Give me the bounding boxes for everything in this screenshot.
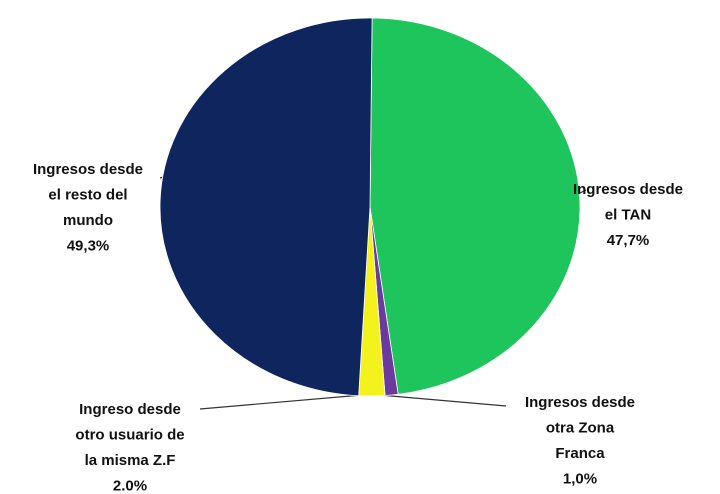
slice-label: el resto del [48,186,127,203]
pie-slice [159,17,373,397]
value-label: 2.0% [113,477,147,494]
value-label: 1,0% [563,470,597,487]
slice-label: Ingresos desde [33,161,143,178]
slice-label: Ingreso desde [79,401,181,418]
pie-slice [369,17,581,395]
slice-label: otra Zona [546,419,615,436]
slice-label: el TAN [605,206,651,223]
slice-label: Ingresos desde [573,181,683,198]
slice-label: otro usuario de [75,426,184,443]
slice-label: Franca [555,445,605,462]
slice-label: la misma Z.F [85,452,176,469]
value-label: 49,3% [67,237,110,254]
leader-line [379,394,507,407]
leader-line [199,394,363,410]
slice-label: mundo [63,212,113,229]
value-label: 47,7% [607,232,650,249]
slice-label: Ingresos desde [525,394,635,411]
